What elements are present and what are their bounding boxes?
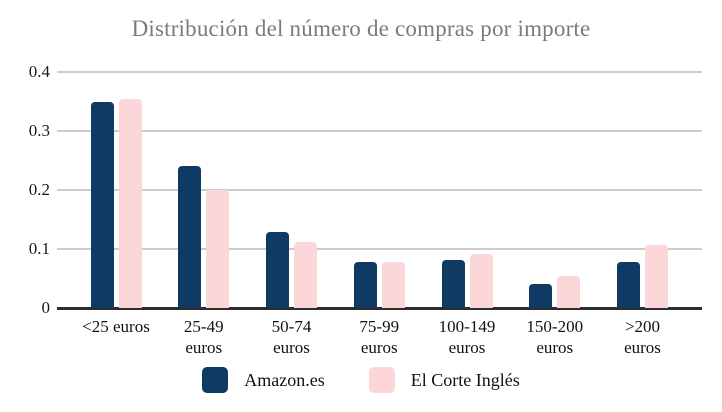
legend-item-amazon: Amazon.es bbox=[202, 367, 325, 393]
bar-corte-ingles-0 bbox=[118, 98, 142, 308]
x-axis-label-5: 150-200 euros bbox=[526, 317, 584, 357]
legend-swatch-amazon bbox=[202, 367, 229, 393]
y-tick-label: 0 bbox=[41, 298, 51, 317]
bar-amazon-0 bbox=[90, 101, 114, 308]
legend-item-corte-ingles: El Corte Inglés bbox=[368, 367, 520, 393]
legend-label-amazon: Amazon.es bbox=[244, 369, 325, 390]
bar-amazon-1 bbox=[178, 166, 202, 308]
legend: Amazon.es El Corte Inglés bbox=[0, 360, 722, 400]
gridline-0.4 bbox=[57, 71, 702, 73]
bar-amazon-2 bbox=[266, 232, 289, 308]
bar-amazon-5 bbox=[529, 284, 553, 308]
x-axis-label-1: 25-49 euros bbox=[183, 317, 224, 357]
x-axis-line bbox=[57, 307, 702, 310]
legend-label-corte-ingles: El Corte Inglés bbox=[410, 369, 520, 390]
x-axis-label-4: 100-149 euros bbox=[438, 317, 496, 357]
x-axis-label-0: <25 euros bbox=[82, 317, 150, 336]
bar-corte-ingles-5 bbox=[557, 276, 581, 308]
x-axis-label-2: 50-74 euros bbox=[271, 317, 312, 357]
chart-title: Distribución del número de compras por i… bbox=[131, 16, 591, 41]
y-tick-label: 0.4 bbox=[28, 62, 50, 81]
bar-corte-ingles-2 bbox=[294, 241, 317, 308]
bar-corte-ingles-1 bbox=[206, 190, 230, 308]
x-axis-label-3: 75-99 euros bbox=[359, 317, 400, 357]
bar-amazon-3 bbox=[353, 261, 377, 308]
bar-corte-ingles-4 bbox=[469, 254, 493, 308]
bar-amazon-4 bbox=[441, 260, 465, 308]
y-tick-label: 0.3 bbox=[28, 121, 50, 140]
y-tick-label: 0.2 bbox=[28, 180, 50, 199]
bar-amazon-6 bbox=[617, 261, 640, 308]
x-axis-label-6: >200 euros bbox=[624, 317, 661, 357]
y-tick-label: 0.1 bbox=[28, 239, 50, 258]
legend-swatch-corte-ingles bbox=[368, 367, 395, 393]
gridline-0.1 bbox=[57, 248, 702, 250]
bar-corte-ingles-3 bbox=[381, 261, 405, 308]
gridline-0.3 bbox=[57, 130, 702, 132]
gridline-0.2 bbox=[57, 189, 702, 191]
bar-corte-ingles-6 bbox=[645, 244, 668, 308]
